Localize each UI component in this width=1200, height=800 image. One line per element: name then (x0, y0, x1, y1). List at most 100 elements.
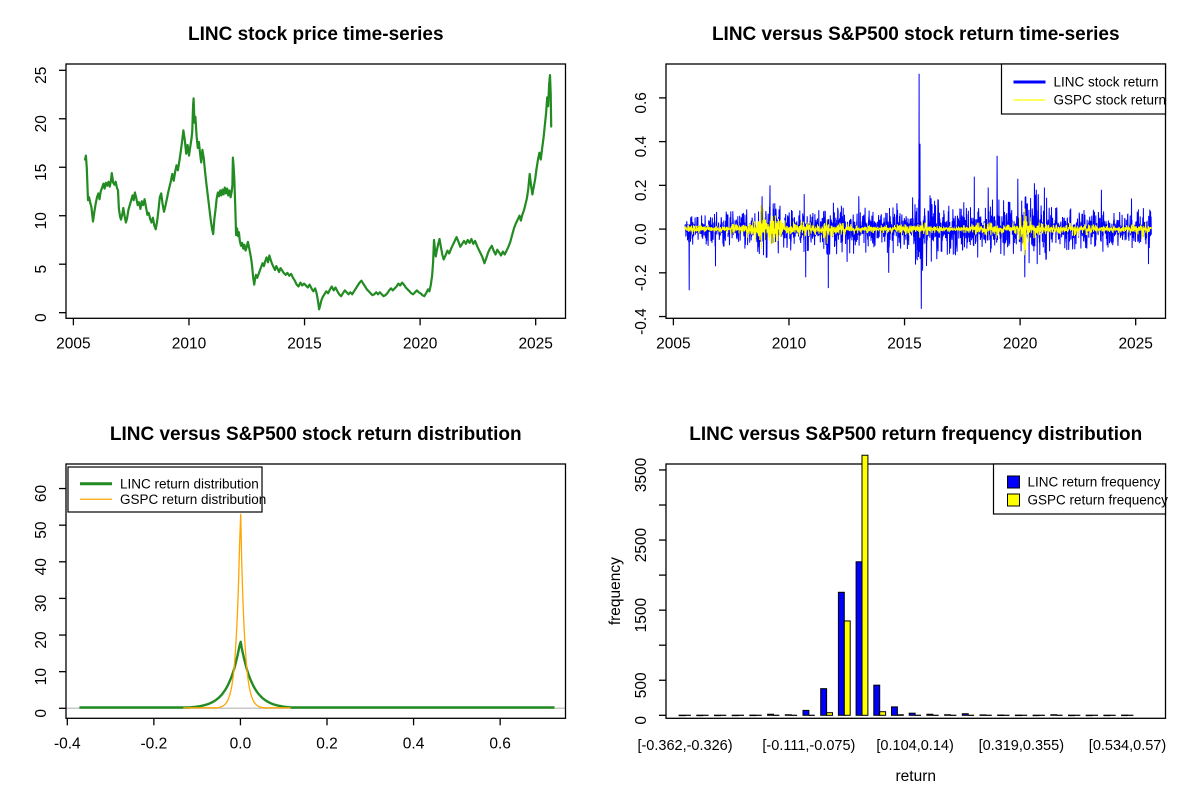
y-tick-label: 5 (33, 265, 50, 274)
x-tick-label: 2020 (1003, 335, 1038, 352)
x-tick-label: 2010 (772, 335, 807, 352)
frequency-bar (696, 714, 704, 717)
x-tick-label: 2025 (518, 335, 552, 352)
frequency-bar (979, 714, 987, 716)
x-axis-label: return (896, 768, 937, 785)
bin-label: [0.534,0.57) (1089, 738, 1166, 754)
bin-label: [0.319,0.355) (979, 738, 1064, 754)
return-frequency-chart: LINC versus S&P500 return frequency dist… (607, 424, 1169, 785)
legend-box (67, 466, 263, 513)
bin-label: [-0.111,-0.075) (762, 738, 855, 754)
frequency-bar (855, 561, 863, 716)
y-tick-label: 50 (33, 521, 50, 539)
y-tick-label: 20 (33, 631, 50, 649)
legend-label: GSPC return frequency (1028, 493, 1169, 508)
frequency-bar (1068, 714, 1075, 717)
y-tick-label: 0 (33, 709, 50, 718)
frequency-bar (873, 684, 881, 716)
y-tick-label: 0 (33, 313, 50, 322)
legend-box-swatch (1007, 475, 1020, 489)
frequency-bar (826, 712, 834, 716)
x-tick-label: 0.2 (316, 735, 338, 752)
frequency-bar (1085, 714, 1093, 717)
frequency-bar (1103, 714, 1111, 717)
y-tick-label: 3500 (633, 457, 650, 492)
legend-label: GSPC stock return (1054, 93, 1167, 108)
frequency-bar (1014, 714, 1022, 717)
frequency-bar (997, 714, 1005, 717)
x-tick-label: -0.2 (141, 735, 168, 752)
return-distribution-chart: LINC versus S&P500 stock return distribu… (33, 424, 567, 752)
y-tick-label: 2500 (633, 527, 650, 562)
frequency-bar (891, 706, 898, 716)
x-tick-label: 2010 (172, 335, 207, 352)
plot-box (665, 463, 1167, 719)
plot-box (665, 63, 1167, 319)
density-curve (79, 640, 555, 709)
x-tick-label: 0.0 (230, 735, 252, 752)
legend-label: LINC return frequency (1028, 475, 1161, 490)
y-tick-label: -0.4 (633, 308, 650, 335)
y-tick-label: 0.4 (633, 135, 650, 157)
y-tick-label: 0.0 (633, 223, 650, 245)
x-tick-label: 2015 (287, 335, 321, 352)
x-tick-label: 2020 (403, 335, 438, 352)
plot-box (65, 463, 567, 719)
panel-returns: LINC versus S&P500 stock return time-ser… (600, 0, 1200, 400)
frequency-bar (896, 714, 904, 716)
density-curve (183, 513, 291, 709)
legend-box (992, 463, 1167, 515)
frequency-bar (784, 714, 792, 716)
frequency-bar (1050, 714, 1058, 716)
y-tick-label: -0.2 (633, 264, 650, 291)
frequency-bar (837, 591, 845, 716)
y-tick-label: 20 (33, 115, 50, 133)
frequency-bar (714, 714, 721, 717)
frequency-bar (820, 688, 828, 716)
frequency-bar (678, 714, 686, 717)
frequency-bar (1032, 714, 1040, 717)
legend-box-swatch (1007, 493, 1020, 507)
panel-density: LINC versus S&P500 stock return distribu… (0, 400, 600, 800)
return-time-series-chart: LINC versus S&P500 stock return time-ser… (633, 24, 1167, 352)
frequency-bar (731, 714, 739, 717)
y-tick-label: 0 (633, 716, 650, 725)
frequency-bar (749, 714, 757, 717)
y-tick-label: 60 (33, 485, 50, 503)
frequency-bar (944, 714, 952, 716)
return-noise-line (684, 73, 1152, 309)
frequency-bar (879, 711, 887, 716)
plot-box (65, 63, 567, 319)
frequency-bar (802, 709, 810, 716)
legend-box (1000, 63, 1167, 115)
frequency-bar (908, 712, 916, 716)
frequency-bar (767, 713, 775, 716)
frequency-bar (961, 713, 969, 716)
return-noise-line (684, 204, 1152, 256)
y-tick-label: 10 (33, 668, 50, 686)
legend-label: LINC stock return (1054, 75, 1159, 90)
x-tick-label: 2005 (656, 335, 690, 352)
y-tick-label: 30 (33, 594, 50, 612)
panel-histogram: LINC versus S&P500 return frequency dist… (600, 400, 1200, 800)
frequency-bar (843, 620, 851, 716)
panel-price: LINC stock price time-series 2005 2010 2015… (0, 0, 600, 400)
x-tick-label: 2025 (1118, 335, 1152, 352)
frequency-bar (1121, 714, 1128, 717)
y-tick-label: 25 (33, 67, 50, 84)
x-tick-label: 2005 (56, 335, 90, 352)
y-tick-label: 10 (33, 212, 50, 230)
chart-title: LINC versus S&P500 return frequency dist… (689, 424, 1142, 445)
bin-label: [-0.362,-0.326) (637, 738, 732, 754)
x-tick-label: 0.4 (403, 735, 425, 752)
x-tick-label: 0.6 (489, 735, 511, 752)
y-axis-label: frequency (607, 557, 624, 625)
chart-title: LINC versus S&P500 stock return distribu… (110, 424, 522, 445)
y-tick-label: 0.2 (633, 180, 650, 202)
y-tick-label: 500 (633, 672, 650, 698)
bin-label: [0.104,0.14) (876, 738, 953, 754)
y-tick-label: 1500 (633, 598, 650, 633)
frequency-bar (926, 713, 934, 716)
